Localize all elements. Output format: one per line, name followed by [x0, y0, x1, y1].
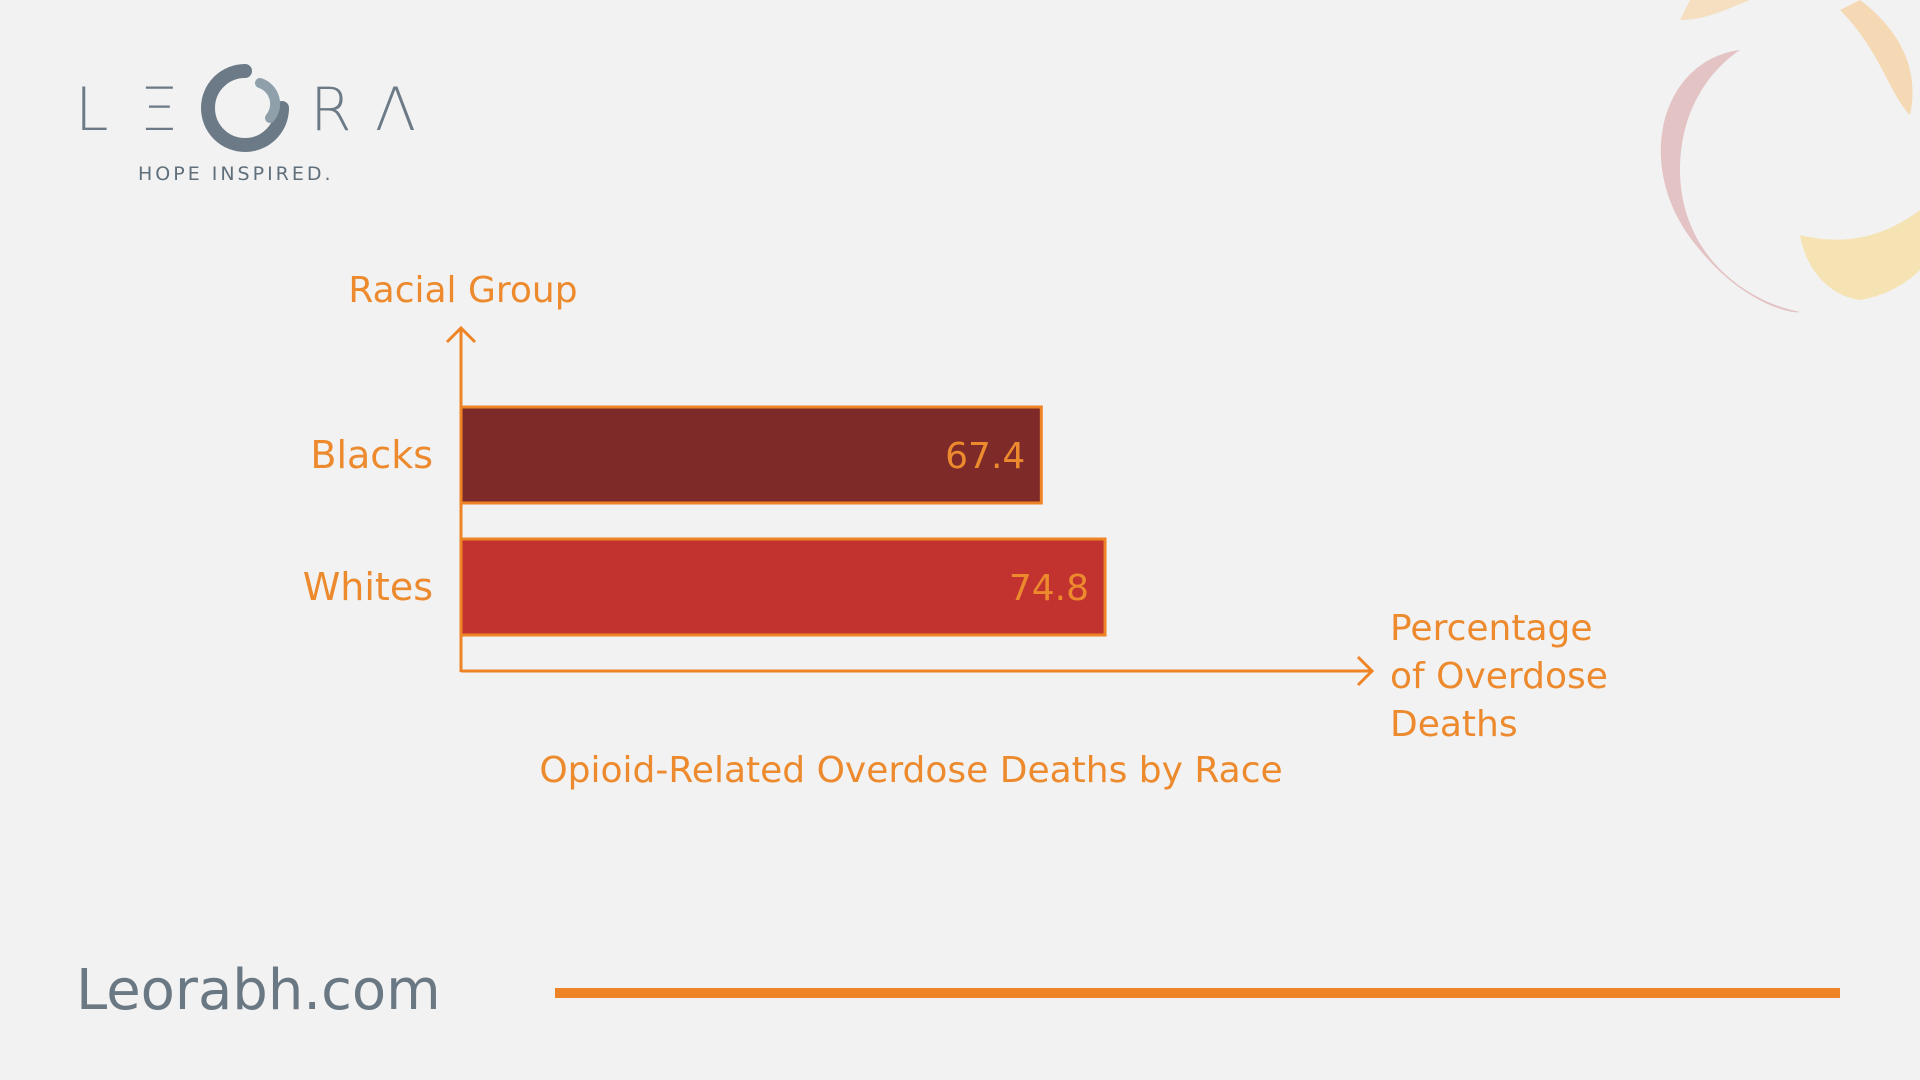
bar-blacks — [459, 405, 1043, 505]
x-axis — [461, 655, 1375, 687]
logo-swirl-icon — [201, 64, 289, 152]
value-label-blacks: 67.4 — [945, 436, 1025, 477]
logo-letter-r: R — [310, 75, 352, 145]
x-axis-label-line-1: Percentage — [1390, 608, 1593, 649]
category-label-blacks: Blacks — [310, 433, 433, 477]
leora-logo: L Ξ R Λ HOPE INSPIRED. — [75, 55, 435, 195]
category-labels: Blacks Whites — [303, 433, 433, 609]
x-axis-label-line-3: Deaths — [1390, 704, 1518, 745]
logo-letter-e: Ξ — [140, 75, 178, 145]
category-label-whites: Whites — [303, 565, 433, 609]
decorative-swirl — [1660, 0, 1920, 313]
footer-divider — [555, 988, 1840, 998]
logo-letter-l: L — [75, 75, 109, 145]
y-axis-label: Racial Group — [348, 270, 577, 311]
x-axis-label: Percentage of Overdose Deaths — [1390, 608, 1619, 745]
bars-group — [459, 405, 1107, 637]
x-axis-label-line-2: of Overdose — [1390, 656, 1608, 697]
value-labels: 67.4 74.8 — [945, 436, 1089, 609]
website-link[interactable]: Leorabh.com — [76, 958, 441, 1023]
chart-title: Opioid-Related Overdose Deaths by Race — [539, 750, 1282, 791]
logo-letter-a: Λ — [375, 75, 417, 145]
logo-tagline: HOPE INSPIRED. — [138, 163, 334, 185]
bar-whites — [459, 537, 1107, 637]
value-label-whites: 74.8 — [1009, 568, 1089, 609]
